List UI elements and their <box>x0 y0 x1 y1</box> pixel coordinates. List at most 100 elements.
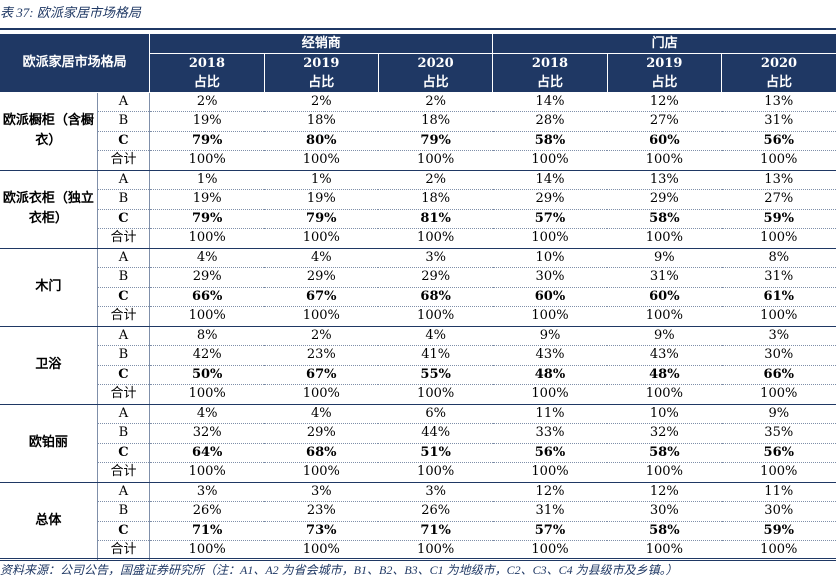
tier-code: C <box>97 209 151 229</box>
year-header: 2020 <box>378 53 494 73</box>
table-row: 卫浴 A 8% 2% 4% 9% 9% 3% <box>0 326 836 405</box>
market-structure-table: 欧派家居市场格局 经销商 门店 2018 2019 2020 2018 2019 2020… <box>0 34 836 561</box>
share-value: 2% <box>264 326 379 346</box>
tier-code: A <box>97 248 151 268</box>
category-label: 卫浴 <box>0 326 98 405</box>
share-value: 100% <box>264 540 379 561</box>
year-header: 2018 <box>149 53 265 73</box>
tier-code: A <box>97 92 151 112</box>
share-value: 4% <box>264 248 379 268</box>
share-value: 57% <box>492 209 608 229</box>
share-value: 23% <box>264 345 379 366</box>
table-row: B 42% 23% 41% 43% 43% 30% <box>0 345 836 366</box>
share-value: 26% <box>378 501 493 522</box>
share-value: 100% <box>721 384 836 405</box>
share-value: 60% <box>492 287 608 307</box>
share-value: 4% <box>149 248 265 268</box>
share-value: 71% <box>149 521 265 541</box>
share-value: 30% <box>607 501 722 522</box>
share-value: 80% <box>264 131 379 151</box>
share-value: 29% <box>264 423 379 444</box>
tier-code: B <box>97 189 151 210</box>
source-footnote: 资料来源：公司公告，国盛证券研究所（注：A1、A2 为省会城市，B1、B2、B3… <box>0 563 678 577</box>
table-row: B 26% 23% 26% 31% 30% 30% <box>0 501 836 522</box>
share-value: 31% <box>607 267 722 288</box>
share-value: 1% <box>149 170 265 190</box>
share-value: 55% <box>378 365 493 385</box>
tier-code: 合计 <box>97 306 151 327</box>
share-value: 29% <box>149 267 265 288</box>
table-row: 合计 100% 100% 100% 100% 100% 100% <box>0 540 836 561</box>
share-value: 79% <box>149 209 265 229</box>
tier-code: 合计 <box>97 540 151 561</box>
share-value: 26% <box>149 501 265 522</box>
share-value: 58% <box>607 443 722 463</box>
share-value: 56% <box>492 443 608 463</box>
share-value: 81% <box>378 209 493 229</box>
share-value: 30% <box>721 501 836 522</box>
share-value: 41% <box>378 345 493 366</box>
table-row: 欧铂丽 A 4% 4% 6% 11% 10% 9% <box>0 404 836 483</box>
footnote-divider <box>0 558 836 559</box>
share-value: 100% <box>378 540 493 561</box>
share-value: 9% <box>492 326 608 346</box>
category-label: 木门 <box>0 248 98 327</box>
share-value: 100% <box>149 540 265 561</box>
share-value: 32% <box>149 423 265 444</box>
tier-code: C <box>97 521 151 541</box>
share-value: 18% <box>378 189 493 210</box>
share-value: 4% <box>264 404 379 424</box>
share-value: 11% <box>492 404 608 424</box>
share-value: 19% <box>264 189 379 210</box>
share-value: 30% <box>721 345 836 366</box>
share-value: 100% <box>492 150 608 171</box>
share-value: 29% <box>264 267 379 288</box>
share-value: 3% <box>378 248 493 268</box>
share-value: 2% <box>149 92 265 112</box>
share-value: 8% <box>149 326 265 346</box>
share-value: 11% <box>721 482 836 502</box>
share-value: 12% <box>492 482 608 502</box>
share-value: 14% <box>492 170 608 190</box>
share-value: 100% <box>607 540 722 561</box>
share-value: 27% <box>721 189 836 210</box>
tier-code: B <box>97 267 151 288</box>
share-value: 35% <box>721 423 836 444</box>
share-value: 2% <box>378 92 493 112</box>
share-value: 56% <box>721 443 836 463</box>
share-value: 100% <box>378 150 493 171</box>
share-value: 50% <box>149 365 265 385</box>
share-value: 12% <box>607 92 722 112</box>
year-header: 2019 <box>264 53 379 73</box>
share-value: 100% <box>492 228 608 249</box>
table-row: 欧派橱柜（含橱衣） A 2% 2% 2% 14% 12% 13% <box>0 92 836 171</box>
table-corner-header: 欧派家居市场格局 <box>0 34 151 93</box>
share-value: 48% <box>607 365 722 385</box>
table-row: B 19% 19% 18% 29% 29% 27% <box>0 189 836 210</box>
tier-code: 合计 <box>97 150 151 171</box>
share-value: 100% <box>378 462 493 483</box>
tier-code: C <box>97 443 151 463</box>
share-value: 100% <box>264 228 379 249</box>
share-subheader: 占比 <box>492 73 608 92</box>
share-value: 31% <box>492 501 608 522</box>
table-row: 总体 A 3% 3% 3% 12% 12% 11% <box>0 482 836 561</box>
table-row: 欧派衣柜（独立衣柜） A 1% 1% 2% 14% 13% 13% <box>0 170 836 249</box>
share-value: 100% <box>721 306 836 327</box>
share-value: 3% <box>378 482 493 502</box>
share-value: 31% <box>721 267 836 288</box>
share-value: 2% <box>264 92 379 112</box>
share-value: 56% <box>721 131 836 151</box>
share-value: 58% <box>607 209 722 229</box>
share-value: 100% <box>149 228 265 249</box>
share-value: 100% <box>149 306 265 327</box>
share-value: 57% <box>492 521 608 541</box>
share-subheader: 占比 <box>721 73 836 92</box>
share-value: 60% <box>607 131 722 151</box>
share-value: 100% <box>149 150 265 171</box>
share-value: 4% <box>149 404 265 424</box>
share-value: 73% <box>264 521 379 541</box>
share-value: 13% <box>607 170 722 190</box>
share-value: 67% <box>264 287 379 307</box>
share-value: 9% <box>607 326 722 346</box>
